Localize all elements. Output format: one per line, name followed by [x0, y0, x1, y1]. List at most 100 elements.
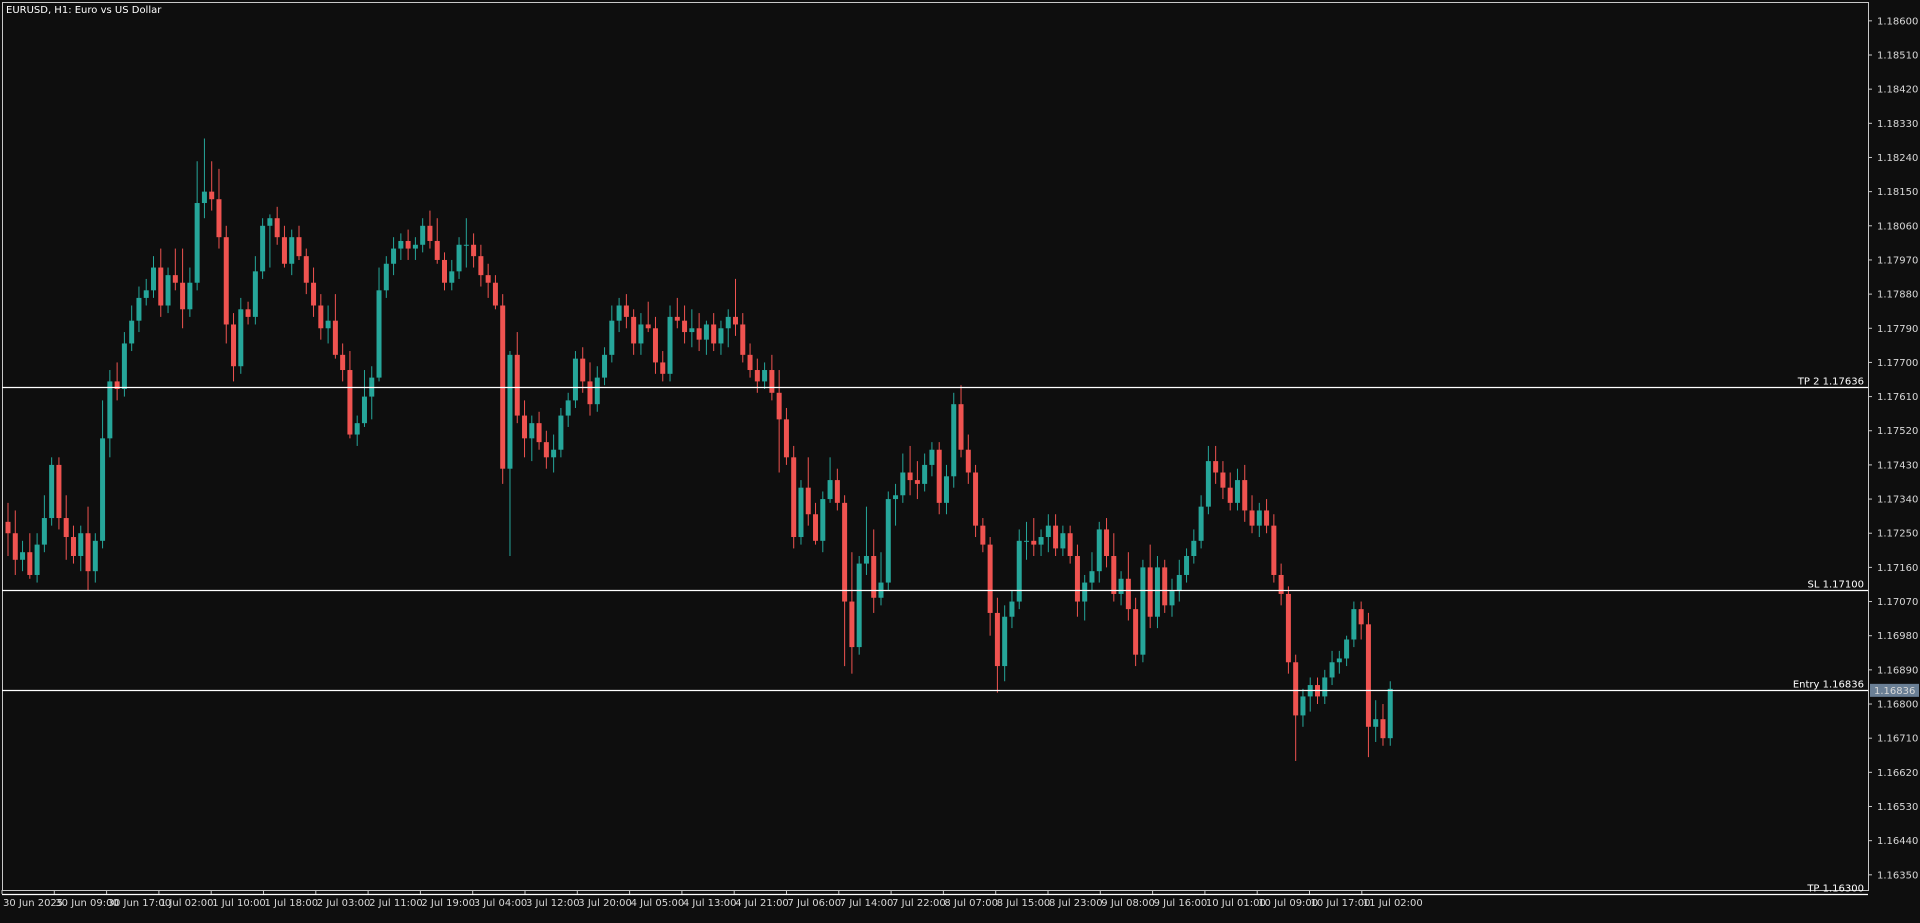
candle [798, 480, 804, 545]
candle [1053, 514, 1059, 556]
y-tick-label: 1.18150 [1877, 187, 1918, 198]
candle [281, 225, 287, 268]
candle [1045, 514, 1051, 553]
candle-body [252, 271, 258, 317]
candle-body [1213, 461, 1219, 473]
y-tick-label: 1.16620 [1877, 768, 1918, 779]
candle [274, 206, 280, 245]
candle [536, 411, 542, 450]
candle [762, 362, 768, 389]
candle-body [85, 533, 91, 572]
candle [689, 309, 695, 348]
candle-body [311, 282, 317, 306]
candle [391, 237, 397, 276]
candle-body [929, 449, 935, 465]
candle-body [412, 244, 418, 249]
candle [194, 161, 200, 291]
candle-body [733, 316, 738, 325]
candle-body [143, 290, 149, 298]
candle [456, 237, 462, 279]
candle [347, 351, 353, 439]
candle [594, 366, 600, 412]
chart-title: EURUSD, H1: Euro vs US Dollar [6, 5, 162, 16]
x-tick-label: 9 Jul 16:00 [1154, 898, 1208, 909]
candle [652, 316, 658, 374]
x-tick-label: 7 Jul 06:00 [788, 898, 842, 909]
candle-body [1344, 639, 1350, 659]
candle [376, 267, 382, 382]
candle [92, 533, 98, 583]
candle-body [129, 320, 135, 344]
candle-body [943, 476, 949, 503]
candle-body [762, 370, 768, 382]
x-tick-label: 9 Jul 08:00 [1101, 898, 1155, 909]
candle-body [1169, 590, 1175, 606]
candle [609, 305, 615, 363]
y-tick-label: 1.16350 [1877, 870, 1918, 881]
candle [805, 457, 811, 526]
candle-body [856, 563, 862, 648]
candle [623, 294, 629, 329]
candle-body [260, 225, 266, 272]
candle-body [245, 309, 251, 317]
candle-body [638, 324, 644, 344]
candle [645, 301, 651, 333]
y-tick-label: 1.17340 [1877, 495, 1918, 506]
candle [1373, 700, 1379, 742]
candle-body [893, 495, 899, 500]
candle [1089, 552, 1095, 591]
candle-body [980, 525, 986, 545]
candle-body [1322, 677, 1328, 697]
candle [529, 415, 535, 462]
candle-body [1024, 540, 1029, 542]
x-tick-label: 10 Jul 17:00 [1311, 898, 1371, 909]
candle-body [514, 354, 520, 416]
y-tick-label: 1.16530 [1877, 802, 1918, 813]
y-tick-label: 1.18330 [1877, 119, 1918, 130]
current-price-marker: 1.16836 [1870, 683, 1919, 697]
candle [1154, 555, 1160, 629]
candle [289, 229, 295, 276]
candle-body [1373, 719, 1379, 727]
candle-body [463, 244, 469, 246]
candle [1344, 635, 1350, 667]
candle [572, 351, 578, 408]
candle [231, 313, 237, 382]
candle [318, 294, 324, 340]
candle-body [194, 203, 200, 283]
candle-body [376, 290, 382, 378]
candle-body [1074, 555, 1080, 602]
candle-body [602, 354, 608, 378]
candle [78, 525, 84, 572]
x-tick-label: 7 Jul 22:00 [892, 898, 946, 909]
candle [158, 248, 164, 317]
candle-body [398, 240, 404, 249]
candle-body [1082, 582, 1088, 602]
candle-body [1380, 719, 1386, 739]
candle-body [543, 442, 549, 458]
candle-body [231, 324, 237, 367]
candle [565, 392, 571, 427]
candle-body [172, 275, 178, 283]
x-tick-label: 1 Jul 10:00 [212, 898, 266, 909]
candle-body [674, 316, 680, 321]
candle-body [267, 218, 273, 226]
candle [740, 313, 746, 363]
candle [1365, 612, 1371, 758]
candle-body [1111, 555, 1117, 594]
candle-body [56, 464, 62, 519]
level-label: TP 1.16300 [1806, 884, 1864, 895]
candle [1024, 521, 1029, 560]
candle-body [871, 555, 877, 598]
candle-body [1198, 506, 1204, 541]
candle-body [303, 256, 309, 283]
candle [1140, 559, 1146, 663]
candle-body [1249, 510, 1255, 526]
candle-body [347, 370, 353, 435]
x-tick-label: 2 Jul 03:00 [317, 898, 371, 909]
candle [238, 297, 244, 374]
candle-body [209, 191, 215, 200]
candle-body [1031, 540, 1037, 545]
